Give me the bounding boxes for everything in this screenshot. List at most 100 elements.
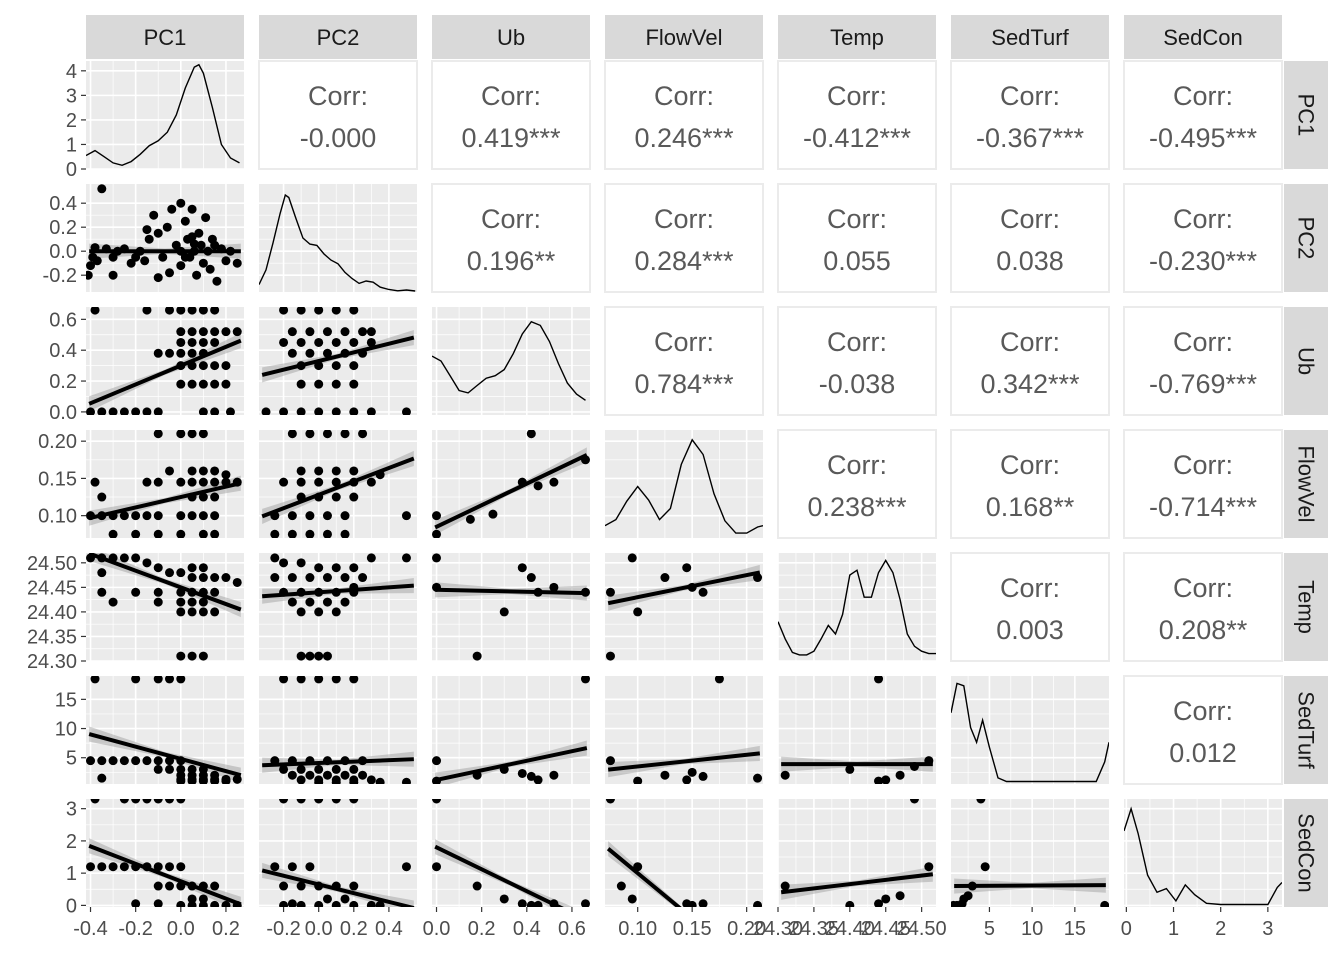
scatter-point <box>176 430 186 439</box>
scatter-point <box>165 881 175 891</box>
y-tick-label: 24.40 <box>27 602 77 624</box>
scatter-point <box>176 379 186 389</box>
scatter-point <box>187 466 197 476</box>
scatter-point <box>314 379 324 389</box>
scatter-point <box>90 307 100 315</box>
scatter-point <box>232 327 242 337</box>
corr-value: 0.284*** <box>634 246 734 276</box>
corr-panel <box>777 183 937 293</box>
panel-flowvel-pc1 <box>86 430 244 538</box>
scatter-point <box>165 307 175 315</box>
scatter-point <box>176 776 186 784</box>
density-curve <box>605 438 763 534</box>
scatter-point <box>687 900 697 907</box>
scatter-point <box>287 529 297 538</box>
corr-value: -0.495*** <box>1149 123 1258 153</box>
scatter-point <box>221 361 231 371</box>
corr-value: -0.038 <box>819 369 896 399</box>
scatter-point <box>1100 900 1109 907</box>
scatter-point <box>198 563 208 573</box>
scatter-point <box>305 511 315 521</box>
scatter-point <box>153 348 163 358</box>
scatter-point <box>279 307 289 315</box>
scatter-point <box>517 899 527 907</box>
scatter-point <box>153 862 163 872</box>
scatter-point <box>331 492 341 502</box>
x-tick-label: -0.2 <box>266 918 300 940</box>
scatter-point <box>660 770 670 780</box>
scatter-point <box>149 210 159 220</box>
scatter-point <box>97 756 107 766</box>
scatter-point <box>210 307 220 315</box>
scatter-point <box>92 256 102 266</box>
corr-label: Corr: <box>827 327 887 357</box>
scatter-point <box>210 881 220 891</box>
scatter-point <box>86 261 96 271</box>
scatter-point <box>976 799 986 804</box>
x-tick-label: 0.0 <box>423 918 451 940</box>
scatter-point <box>349 799 359 804</box>
scatter-point <box>909 799 919 804</box>
scatter-point <box>305 573 315 583</box>
x-tick-label: 24.45 <box>861 918 911 940</box>
scatter-point <box>189 239 199 249</box>
scatter-point <box>187 894 197 904</box>
panel-background <box>778 553 936 661</box>
x-tick-label: 24.30 <box>753 918 803 940</box>
corr-panel <box>1123 675 1283 785</box>
corr-value: 0.196** <box>467 246 556 276</box>
scatter-point <box>698 899 708 907</box>
scatter-point <box>331 563 341 573</box>
corr-panel <box>777 60 937 170</box>
corr-panel <box>950 429 1110 539</box>
corr-value: 0.208** <box>1159 615 1248 645</box>
x-tick-label: 0.0 <box>305 918 333 940</box>
scatter-point <box>526 771 536 781</box>
corr-label: Corr: <box>1173 327 1233 357</box>
scatter-point <box>187 307 197 315</box>
scatter-point <box>198 430 208 439</box>
regression-line <box>434 844 564 907</box>
corr-panel <box>604 60 764 170</box>
scatter-point <box>279 900 289 907</box>
scatter-point <box>322 770 332 780</box>
scatter-point <box>287 511 297 521</box>
scatter-point <box>187 607 197 617</box>
scatter-point <box>375 900 385 907</box>
corr-panel <box>950 60 1110 170</box>
panel-temp-pc1 <box>86 553 244 662</box>
panel-temp-flowvel <box>605 553 763 662</box>
scatter-point <box>305 529 315 538</box>
scatter-point <box>296 337 306 347</box>
scatter-point <box>526 573 536 583</box>
scatter-point <box>90 799 100 804</box>
scatter-point <box>176 198 186 208</box>
scatter-point <box>187 651 197 661</box>
strip-right-pc2 <box>1284 184 1328 292</box>
panel-flowvel-pc2 <box>259 430 417 538</box>
scatter-point <box>349 379 359 389</box>
panel-temp-pc2 <box>259 553 417 662</box>
scatter-point <box>314 407 324 415</box>
panel-background <box>605 799 763 907</box>
scatter-point <box>201 213 211 223</box>
scatter-point <box>225 407 235 415</box>
scatter-point <box>153 430 163 439</box>
scatter-point <box>165 799 175 804</box>
scatter-point <box>279 337 289 347</box>
scatter-point <box>366 553 376 563</box>
scatter-point <box>924 862 934 872</box>
panel-content <box>432 799 590 907</box>
scatter-point <box>472 651 482 661</box>
strip-top-temp <box>778 15 936 59</box>
scatter-point <box>131 899 141 907</box>
panel-background <box>86 553 244 661</box>
strip-right-sedcon <box>1284 799 1328 907</box>
strip-top-sedturf <box>951 15 1109 59</box>
strip-top-flowvel <box>605 15 763 59</box>
scatter-point <box>176 568 186 578</box>
scatter-point <box>198 651 208 661</box>
x-tick-label: 0.2 <box>340 918 368 940</box>
y-tick-label: 24.30 <box>27 651 77 673</box>
y-tick-label: 24.45 <box>27 577 77 599</box>
